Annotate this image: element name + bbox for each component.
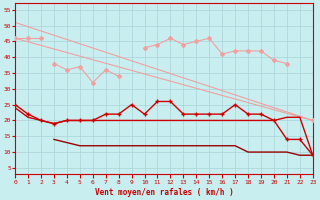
X-axis label: Vent moyen/en rafales ( km/h ): Vent moyen/en rafales ( km/h ) [95, 188, 233, 197]
